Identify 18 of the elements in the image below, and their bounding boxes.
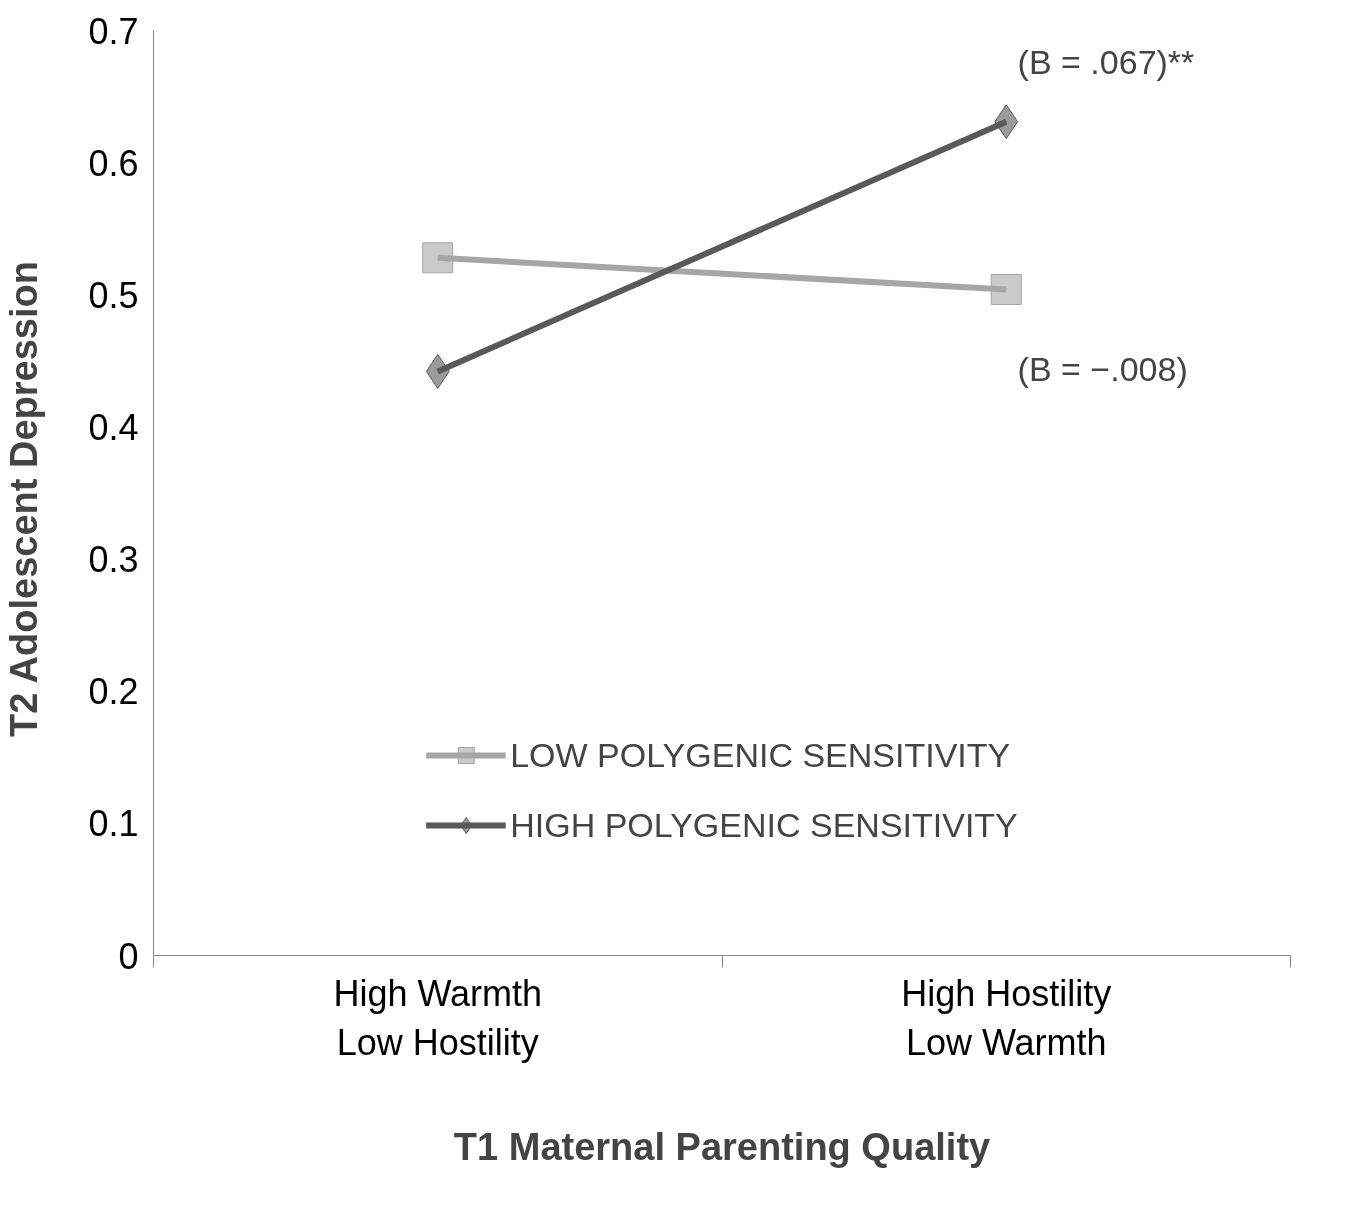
y-axis-title: T2 Adolescent Depression	[3, 261, 46, 737]
x-axis-title: T1 Maternal Parenting Quality	[453, 1125, 991, 1168]
y-tick-label: 0	[118, 935, 139, 977]
y-tick-label: 0.4	[88, 406, 139, 448]
y-tick-label: 0.1	[88, 803, 139, 845]
point	[422, 242, 454, 274]
annotation: (B = .067)**	[1017, 43, 1195, 82]
y-tick-label: 0.3	[88, 539, 139, 581]
y-tick-label: 0.5	[88, 274, 139, 316]
y-tick-label: 0.6	[88, 142, 139, 184]
x-tick-label: High Warmth Low Hostility	[333, 972, 543, 1063]
x-tick-label: High Hostility Low Warmth	[901, 972, 1112, 1063]
legend-label: HIGH POLYGENIC SENSITIVITY	[510, 805, 1018, 845]
annotation: (B = −.008)	[1017, 349, 1188, 388]
y-tick-label: 0.2	[88, 671, 139, 713]
point	[990, 274, 1022, 305]
y-tick-label: 0.7	[88, 10, 139, 52]
legend-label: LOW POLYGENIC SENSITIVITY	[510, 735, 1011, 775]
